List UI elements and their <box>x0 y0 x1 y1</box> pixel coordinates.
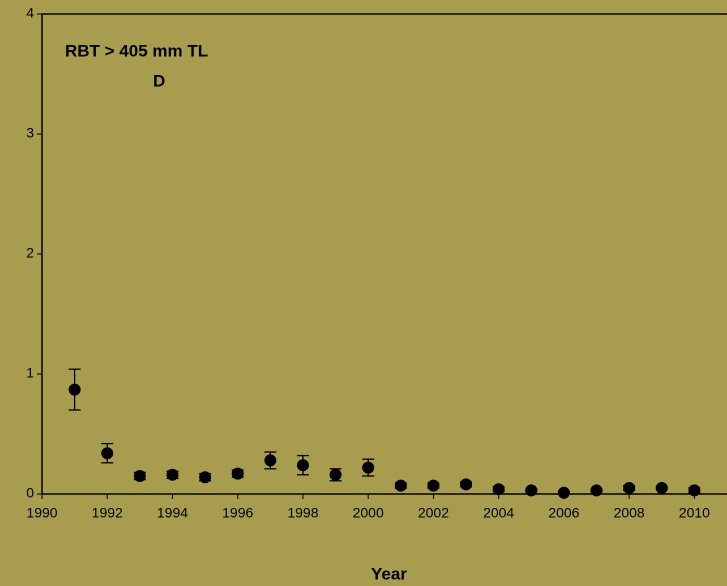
panel-label: D <box>153 71 165 90</box>
x-tick-label: 2006 <box>548 505 579 521</box>
y-tick-label: 2 <box>26 245 34 261</box>
y-tick-label: 4 <box>26 5 34 21</box>
x-tick-label: 2000 <box>353 505 384 521</box>
point <box>427 479 440 492</box>
point <box>460 478 473 491</box>
point <box>101 447 114 460</box>
x-axis-label: Year <box>371 564 407 583</box>
x-tick-label: 1992 <box>92 505 123 521</box>
chart-title: RBT > 405 mm TL <box>65 41 208 60</box>
x-tick-label: 2010 <box>679 505 710 521</box>
point <box>296 459 309 472</box>
point <box>133 470 146 482</box>
point <box>166 468 179 481</box>
point <box>199 471 212 484</box>
point <box>68 383 81 396</box>
y-tick-label: 3 <box>26 125 34 141</box>
x-tick-label: 1996 <box>222 505 253 521</box>
y-tick-label: 1 <box>26 365 34 381</box>
point <box>655 482 668 494</box>
point <box>590 484 603 497</box>
point <box>525 484 538 497</box>
point <box>557 486 570 499</box>
x-tick-label: 1994 <box>157 505 188 521</box>
x-tick-label: 1990 <box>26 505 57 521</box>
point <box>492 483 505 496</box>
x-tick-label: 2002 <box>418 505 449 521</box>
point <box>362 461 375 474</box>
point <box>623 482 636 494</box>
x-tick-label: 2004 <box>483 505 514 521</box>
point <box>394 479 407 492</box>
y-tick-label: 0 <box>26 485 34 501</box>
point <box>264 454 277 467</box>
x-tick-label: 2008 <box>614 505 645 521</box>
x-tick-label: 1998 <box>287 505 318 521</box>
point <box>231 467 244 480</box>
point <box>688 484 701 497</box>
point <box>329 468 342 481</box>
